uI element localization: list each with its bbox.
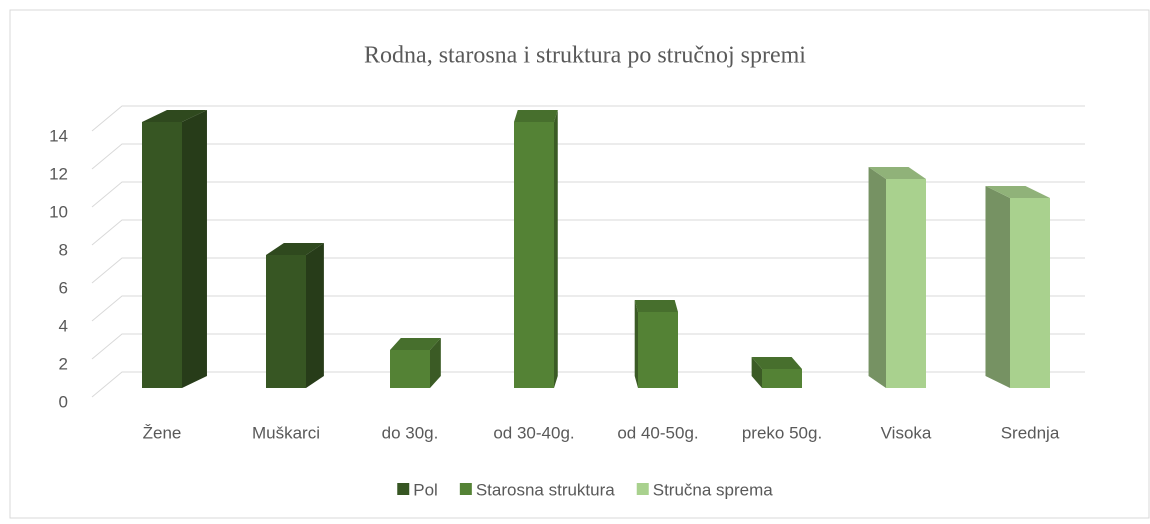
bar-top: [985, 186, 1050, 198]
bar: [266, 255, 306, 388]
bar-side: [985, 186, 1010, 388]
y-tick-label: 0: [59, 392, 68, 411]
y-tick-label: 12: [49, 164, 68, 183]
x-tick-label: do 30g.: [382, 423, 439, 442]
legend-swatch: [459, 483, 472, 495]
grid-line: [91, 219, 1085, 246]
y-tick-label: 14: [49, 126, 68, 145]
grid-line: [91, 143, 1085, 170]
bar-top: [751, 357, 802, 369]
bar: [390, 350, 430, 388]
legend-swatch: [397, 483, 410, 495]
bar-top: [634, 300, 678, 312]
x-tick-label: Žene: [143, 423, 182, 442]
bar-top: [390, 338, 441, 350]
y-tick-label: 2: [59, 354, 68, 373]
bar-side: [554, 110, 558, 388]
grid-line: [91, 257, 1085, 284]
bar: [762, 369, 802, 388]
y-tick-label: 6: [59, 278, 68, 297]
y-tick-label: 10: [49, 202, 68, 221]
legend-swatch: [636, 483, 649, 495]
bar-top: [514, 110, 558, 122]
legend-label: Pol: [413, 480, 438, 499]
x-tick-label: Muškarci: [252, 423, 320, 442]
bar-side: [306, 243, 324, 388]
grid-line: [91, 333, 1085, 360]
bar-side: [634, 300, 638, 388]
bar-top: [266, 243, 324, 255]
x-tick-label: od 30-40g.: [493, 423, 574, 442]
bar: [886, 179, 926, 388]
chart-title: Rodna, starosna i struktura po stručnoj …: [364, 43, 806, 69]
bar-side: [868, 167, 886, 388]
grid-line: [91, 105, 1085, 132]
legend-label: Starosna struktura: [476, 480, 615, 499]
bar-side: [751, 357, 762, 388]
bar: [1010, 198, 1050, 388]
x-tick-label: preko 50g.: [742, 423, 822, 442]
bar-side: [182, 110, 207, 388]
bar-side: [430, 338, 441, 388]
x-tick-label: od 40-50g.: [617, 423, 698, 442]
grid-line: [91, 295, 1085, 322]
grid-line: [91, 181, 1085, 208]
y-tick-label: 4: [59, 316, 68, 335]
x-tick-label: Srednja: [1001, 423, 1060, 442]
bar: [514, 122, 554, 388]
bar-top: [868, 167, 926, 179]
bar: [638, 312, 678, 388]
bar-top: [142, 110, 207, 122]
y-tick-label: 8: [59, 240, 68, 259]
x-tick-label: Visoka: [881, 423, 932, 442]
bar: [142, 122, 182, 388]
legend-label: Stručna sprema: [653, 480, 774, 499]
